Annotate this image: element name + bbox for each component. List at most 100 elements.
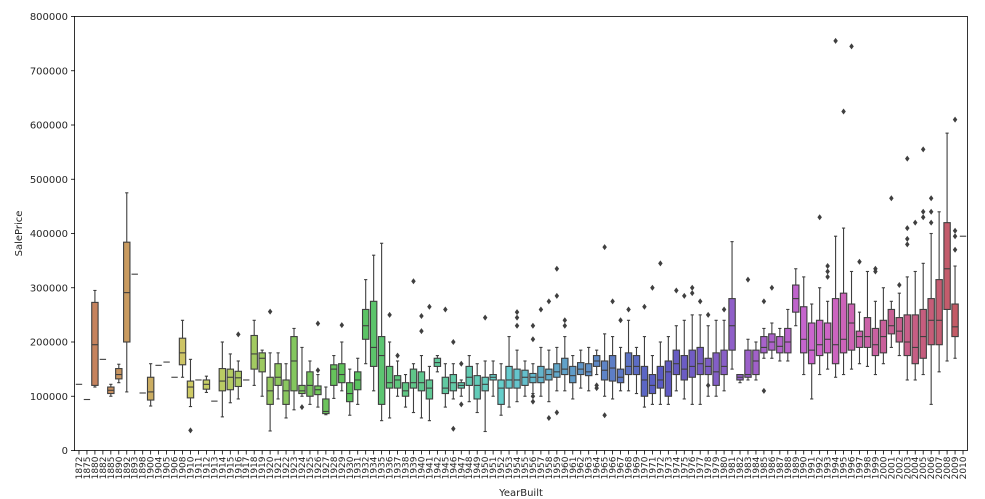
outlier-1964-1 [594, 385, 599, 392]
x-tick-label-1941: 1941 [425, 457, 435, 480]
box-1957 [537, 306, 545, 397]
x-tick-label-2003: 2003 [903, 457, 913, 480]
box-1981 [728, 241, 736, 370]
outlier-1926-0 [315, 320, 321, 327]
x-tick-label-1911: 1911 [194, 457, 204, 480]
x-tick-label-1951: 1951 [489, 457, 499, 480]
box-body-1930 [346, 382, 354, 403]
x-tick-label-1931: 1931 [354, 457, 364, 480]
x-tick-label-1882: 1882 [99, 457, 109, 480]
x-tick-label-1910: 1910 [186, 456, 196, 479]
box-1972 [656, 260, 665, 405]
outlier-1980-0 [721, 306, 727, 313]
box-body-2001 [887, 308, 896, 335]
box-2003 [903, 155, 912, 381]
box-body-1939 [409, 368, 418, 389]
x-tick-label-1991: 1991 [808, 457, 818, 480]
x-tick-label-1956: 1956 [529, 456, 539, 479]
box-1939 [409, 278, 418, 414]
x-tick-label-2009: 2009 [951, 456, 961, 479]
outlier-1950-0 [482, 314, 488, 321]
box-1940 [417, 312, 426, 419]
y-tick-label-500000: 500000 [30, 175, 68, 186]
box-2006 [927, 195, 935, 405]
box-1926 [314, 320, 322, 408]
y-tick-label-200000: 200000 [30, 338, 68, 349]
y-axis: 0 100000 200000 300000 400000 500000 600000 700… [30, 12, 75, 457]
outlier-1910-0 [188, 427, 193, 434]
box-1992 [815, 214, 824, 376]
box-body-1999 [871, 327, 880, 357]
box-body-2008 [943, 222, 951, 310]
box-body-1981 [728, 298, 736, 351]
outlier-1956-1 [530, 393, 536, 400]
box-1910 [186, 358, 195, 434]
box-1990 [799, 276, 808, 376]
outlier-2005-2 [920, 214, 926, 221]
x-tick-label-1924: 1924 [298, 456, 308, 479]
box-1961 [569, 355, 577, 400]
x-tick-label-1973: 1973 [664, 457, 674, 480]
box-body-1900 [146, 376, 155, 401]
box-body-1976 [688, 349, 696, 378]
outlier-1945-0 [443, 306, 448, 313]
x-tick-label-1921: 1921 [274, 457, 284, 480]
outlier-1972-0 [658, 260, 663, 267]
x-tick-label-1958: 1958 [545, 456, 555, 479]
x-tick-label-1967: 1967 [617, 457, 627, 480]
x-tick-label-1928: 1928 [330, 456, 340, 479]
outlier-2001-0 [889, 195, 894, 202]
outlier-1916-0 [236, 331, 241, 338]
x-tick-label-1964: 1964 [593, 456, 603, 479]
outlier-2009-1 [952, 227, 958, 234]
box-body-2004 [911, 314, 919, 365]
y-tick-label-600000: 600000 [30, 121, 68, 132]
box-1997 [855, 258, 864, 365]
outlier-2004-0 [912, 219, 918, 226]
outlier-1997-0 [857, 258, 862, 265]
boxes-layer [75, 37, 967, 434]
outlier-1970-0 [642, 303, 647, 310]
box-1930 [346, 368, 354, 416]
box-1938 [401, 373, 410, 408]
box-body-1915 [226, 368, 235, 391]
box-body-1956 [529, 372, 537, 384]
box-1989 [792, 268, 800, 327]
box-1968 [624, 306, 633, 392]
x-tick-label-1969: 1969 [632, 456, 642, 479]
box-1966 [608, 298, 617, 400]
box-1948 [465, 355, 473, 403]
box-1908 [178, 319, 187, 378]
box-body-1923 [290, 336, 298, 392]
box-1946 [449, 339, 458, 432]
x-tick-label-1965: 1965 [601, 457, 611, 480]
box-1965 [600, 244, 609, 419]
box-1958 [545, 298, 553, 421]
outlier-1999-1 [873, 268, 878, 275]
x-tick-label-2000: 2000 [879, 456, 889, 479]
x-tick-label-1990: 1990 [800, 456, 810, 479]
x-tick-label-1916: 1916 [234, 456, 244, 479]
box-body-1977 [696, 346, 704, 376]
box-body-1961 [569, 365, 577, 384]
x-tick-label-1912: 1912 [202, 457, 212, 480]
box-1945 [441, 306, 450, 408]
x-tick-label-1940: 1940 [417, 456, 427, 479]
box-body-1969 [632, 355, 641, 376]
box-1932 [361, 279, 370, 365]
box-1937 [393, 352, 402, 397]
x-tick-label-1975: 1975 [680, 457, 690, 480]
x-tick-label-1986: 1986 [768, 456, 778, 479]
outlier-2009-2 [952, 233, 958, 240]
x-tick-label-1915: 1915 [226, 457, 236, 480]
outlier-2006-2 [928, 219, 934, 226]
x-tick-label-1932: 1932 [362, 457, 372, 480]
box-body-1914 [218, 368, 227, 392]
box-body-1998 [863, 317, 872, 348]
box-1916 [234, 331, 243, 400]
box-body-1921 [274, 363, 282, 386]
outlier-1940-1 [419, 328, 424, 335]
box-body-1953 [505, 365, 513, 389]
x-tick-label-1919: 1919 [258, 456, 268, 479]
x-tick-label-1872: 1872 [75, 457, 85, 480]
